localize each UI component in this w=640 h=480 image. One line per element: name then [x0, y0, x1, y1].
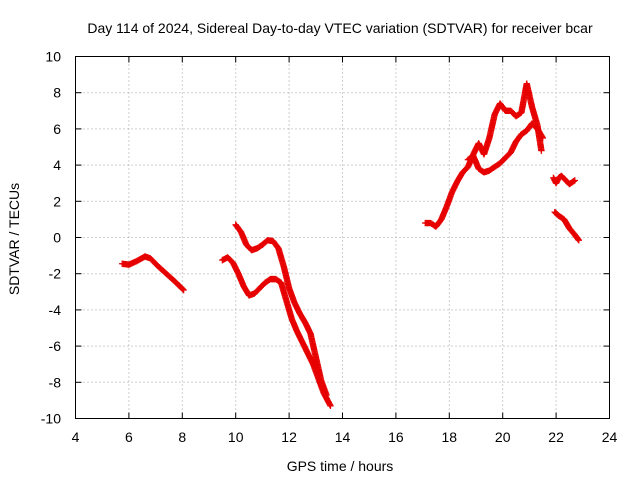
- x-tick-label: 20: [495, 429, 511, 445]
- data-point: [574, 236, 582, 243]
- chart-title: Day 114 of 2024, Sidereal Day-to-day VTE…: [87, 20, 593, 36]
- series-track-a: [119, 253, 187, 294]
- y-tick-label: 6: [53, 121, 61, 137]
- data-point: [327, 402, 334, 410]
- x-tick-labels: 4 6 8 10 12 14 16 18 20 22 24: [72, 429, 618, 445]
- y-tick-label: 8: [53, 85, 61, 101]
- data-point: [539, 134, 546, 142]
- x-tick-label: 22: [548, 429, 564, 445]
- x-tick-label: 12: [281, 429, 297, 445]
- y-tick-label: 4: [53, 157, 61, 173]
- x-tick-label: 16: [388, 429, 404, 445]
- data-point: [570, 178, 577, 185]
- y-tick-labels: -10 -8 -6 -4 -2 0 2 4 6 8 10: [41, 49, 61, 427]
- series-track-d: [422, 80, 545, 230]
- data-point: [180, 286, 187, 294]
- y-axis-title: SDTVAR / TECUs: [6, 183, 22, 295]
- series-track-e: [464, 120, 546, 176]
- x-axis-title: GPS time / hours: [287, 458, 394, 474]
- data-point: [571, 177, 578, 184]
- data-point: [575, 237, 582, 244]
- y-tick-label: 10: [45, 49, 61, 65]
- x-tick-label: 24: [602, 429, 618, 445]
- x-tick-label: 6: [125, 429, 133, 445]
- data-point: [538, 147, 545, 154]
- y-tick-label: -10: [41, 411, 61, 427]
- series-track-c: [232, 221, 330, 399]
- series-track-b: [219, 254, 334, 410]
- grid: [75, 56, 610, 419]
- y-tick-label: 0: [53, 230, 61, 246]
- x-tick-label: 10: [228, 429, 244, 445]
- x-tick-label: 18: [442, 429, 458, 445]
- y-tick-label: 2: [53, 193, 61, 209]
- data-point: [179, 285, 186, 293]
- x-tick-label: 4: [72, 429, 80, 445]
- series-track-g: [551, 208, 582, 244]
- y-tick-label: -8: [49, 374, 62, 390]
- y-tick-label: -4: [49, 302, 62, 318]
- x-tick-label: 8: [178, 429, 186, 445]
- series-track-f: [550, 172, 578, 188]
- x-tick-label: 14: [335, 429, 351, 445]
- data-point: [323, 391, 330, 399]
- y-tick-label: -2: [49, 266, 62, 282]
- y-tick-label: -6: [49, 338, 62, 354]
- plot-frame: [75, 56, 610, 419]
- data-points: [119, 80, 582, 410]
